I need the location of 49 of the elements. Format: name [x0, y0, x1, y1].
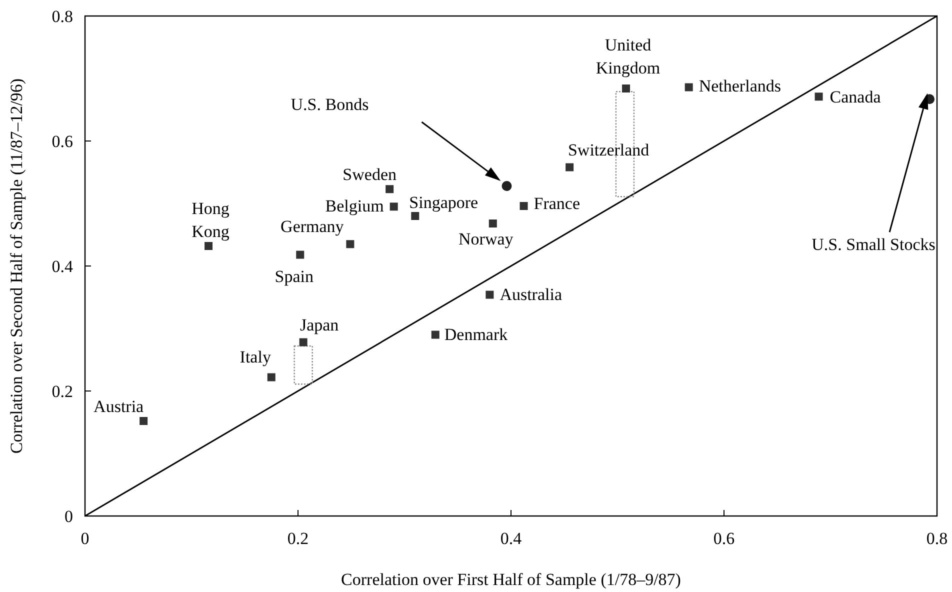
x-tick-label: 0.4: [500, 529, 522, 548]
x-tick-label: 0.8: [926, 529, 948, 548]
annotation: Canada: [830, 88, 882, 107]
annotation: Japan: [300, 315, 340, 334]
point: [622, 84, 630, 92]
y-tick-label: 0.6: [52, 132, 73, 151]
point: [502, 181, 512, 191]
y-tick-label: 0.4: [52, 256, 74, 276]
point: [486, 290, 494, 299]
annotation: Singapore: [409, 193, 478, 212]
point: [684, 83, 693, 92]
point: [431, 330, 440, 339]
point: [267, 373, 276, 382]
annotation: Spain: [274, 266, 314, 286]
y-tick-label: 0.2: [52, 382, 73, 401]
annotation: Australia: [500, 284, 562, 304]
annotation: Norway: [458, 230, 514, 248]
point: [814, 92, 823, 101]
point: [390, 202, 398, 211]
point: [488, 220, 497, 228]
point: [299, 338, 308, 346]
annotation: U.S. Small Stocks: [812, 235, 936, 254]
x-axis-title: Correlation over First Half of Sample (1/78–9/87): [341, 570, 681, 589]
annotation: Netherlands: [698, 76, 781, 96]
x-tick-label: 0: [80, 529, 90, 548]
annotation: U.S. Bonds: [290, 95, 369, 114]
y-axis-title: Correlation over Second Half of Sample (11/87–12/96): [7, 78, 26, 454]
annotation: France: [534, 194, 580, 213]
x-tick-label: 0.6: [713, 529, 735, 548]
annotation: United Kingdom: [596, 36, 660, 78]
point: [411, 212, 420, 220]
annotation: Germany: [280, 217, 344, 236]
annotation: Italy: [240, 347, 272, 366]
y-tick-label: 0.8: [52, 6, 73, 26]
point: [566, 163, 574, 172]
annotation: Switzerland: [568, 140, 650, 160]
annotation: Austria: [94, 397, 144, 416]
x-tick-label: 0.2: [287, 529, 309, 548]
point: [204, 242, 213, 250]
y-tick-label: 0: [64, 506, 73, 526]
annotation: Belgium: [325, 196, 384, 216]
point: [296, 250, 304, 259]
point: [346, 240, 354, 248]
point: [140, 417, 148, 425]
annotation: Hong Kong: [192, 199, 230, 241]
point: [520, 202, 528, 210]
point: [386, 185, 394, 194]
annotation: Denmark: [444, 324, 508, 344]
annotation: Sweden: [342, 165, 397, 184]
